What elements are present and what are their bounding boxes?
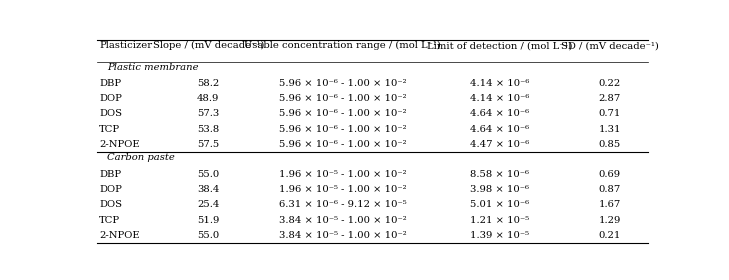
Text: 4.64 × 10⁻⁶: 4.64 × 10⁻⁶: [469, 125, 529, 134]
Text: Limit of detection / (mol L⁻¹): Limit of detection / (mol L⁻¹): [426, 41, 572, 50]
Text: 1.31: 1.31: [599, 125, 620, 134]
Text: Plasticizer: Plasticizer: [99, 41, 152, 50]
Text: 48.9: 48.9: [197, 94, 219, 103]
Text: Slope / (mV decade⁻¹): Slope / (mV decade⁻¹): [152, 41, 264, 50]
Text: 38.4: 38.4: [197, 185, 219, 194]
Text: 2-NPOE: 2-NPOE: [99, 231, 140, 240]
Text: DOS: DOS: [99, 109, 122, 118]
Text: 0.85: 0.85: [599, 140, 620, 149]
Text: 5.01 × 10⁻⁶: 5.01 × 10⁻⁶: [469, 200, 529, 209]
Text: 53.8: 53.8: [198, 125, 219, 134]
Text: 8.58 × 10⁻⁶: 8.58 × 10⁻⁶: [469, 170, 529, 179]
Text: Usable concentration range / (mol L⁻¹): Usable concentration range / (mol L⁻¹): [244, 41, 441, 50]
Text: 25.4: 25.4: [197, 200, 219, 209]
Text: 2-NPOE: 2-NPOE: [99, 140, 140, 149]
Text: DOP: DOP: [99, 185, 122, 194]
Text: 2.87: 2.87: [599, 94, 620, 103]
Text: SD / (mV decade⁻¹): SD / (mV decade⁻¹): [561, 41, 658, 50]
Text: 6.31 × 10⁻⁶ - 9.12 × 10⁻⁵: 6.31 × 10⁻⁶ - 9.12 × 10⁻⁵: [278, 200, 406, 209]
Text: 1.21 × 10⁻⁵: 1.21 × 10⁻⁵: [469, 216, 529, 225]
Text: 57.3: 57.3: [198, 109, 219, 118]
Text: 57.5: 57.5: [198, 140, 219, 149]
Text: 5.96 × 10⁻⁶ - 1.00 × 10⁻²: 5.96 × 10⁻⁶ - 1.00 × 10⁻²: [278, 94, 406, 103]
Text: 3.84 × 10⁻⁵ - 1.00 × 10⁻²: 3.84 × 10⁻⁵ - 1.00 × 10⁻²: [278, 231, 406, 240]
Text: 0.21: 0.21: [599, 231, 620, 240]
Text: 0.87: 0.87: [599, 185, 620, 194]
Text: TCP: TCP: [99, 216, 120, 225]
Text: 4.14 × 10⁻⁶: 4.14 × 10⁻⁶: [469, 79, 529, 88]
Text: 5.96 × 10⁻⁶ - 1.00 × 10⁻²: 5.96 × 10⁻⁶ - 1.00 × 10⁻²: [278, 140, 406, 149]
Text: 0.71: 0.71: [599, 109, 620, 118]
Text: 4.64 × 10⁻⁶: 4.64 × 10⁻⁶: [469, 109, 529, 118]
Text: 1.96 × 10⁻⁵ - 1.00 × 10⁻²: 1.96 × 10⁻⁵ - 1.00 × 10⁻²: [278, 185, 406, 194]
Text: 4.47 × 10⁻⁶: 4.47 × 10⁻⁶: [469, 140, 529, 149]
Text: Carbon paste: Carbon paste: [107, 153, 175, 162]
Text: 58.2: 58.2: [198, 79, 219, 88]
Text: 1.39 × 10⁻⁵: 1.39 × 10⁻⁵: [469, 231, 529, 240]
Text: 55.0: 55.0: [198, 170, 219, 179]
Text: 3.84 × 10⁻⁵ - 1.00 × 10⁻²: 3.84 × 10⁻⁵ - 1.00 × 10⁻²: [278, 216, 406, 225]
Text: DBP: DBP: [99, 170, 121, 179]
Text: 5.96 × 10⁻⁶ - 1.00 × 10⁻²: 5.96 × 10⁻⁶ - 1.00 × 10⁻²: [278, 79, 406, 88]
Text: 1.96 × 10⁻⁵ - 1.00 × 10⁻²: 1.96 × 10⁻⁵ - 1.00 × 10⁻²: [278, 170, 406, 179]
Text: Plastic membrane: Plastic membrane: [107, 63, 198, 72]
Text: 0.22: 0.22: [599, 79, 620, 88]
Text: 1.29: 1.29: [599, 216, 620, 225]
Text: 0.69: 0.69: [599, 170, 620, 179]
Text: 55.0: 55.0: [198, 231, 219, 240]
Text: 51.9: 51.9: [197, 216, 219, 225]
Text: 3.98 × 10⁻⁶: 3.98 × 10⁻⁶: [469, 185, 529, 194]
Text: DOS: DOS: [99, 200, 122, 209]
Text: 1.67: 1.67: [599, 200, 620, 209]
Text: 5.96 × 10⁻⁶ - 1.00 × 10⁻²: 5.96 × 10⁻⁶ - 1.00 × 10⁻²: [278, 125, 406, 134]
Text: 5.96 × 10⁻⁶ - 1.00 × 10⁻²: 5.96 × 10⁻⁶ - 1.00 × 10⁻²: [278, 109, 406, 118]
Text: TCP: TCP: [99, 125, 120, 134]
Text: DBP: DBP: [99, 79, 121, 88]
Text: 4.14 × 10⁻⁶: 4.14 × 10⁻⁶: [469, 94, 529, 103]
Text: DOP: DOP: [99, 94, 122, 103]
